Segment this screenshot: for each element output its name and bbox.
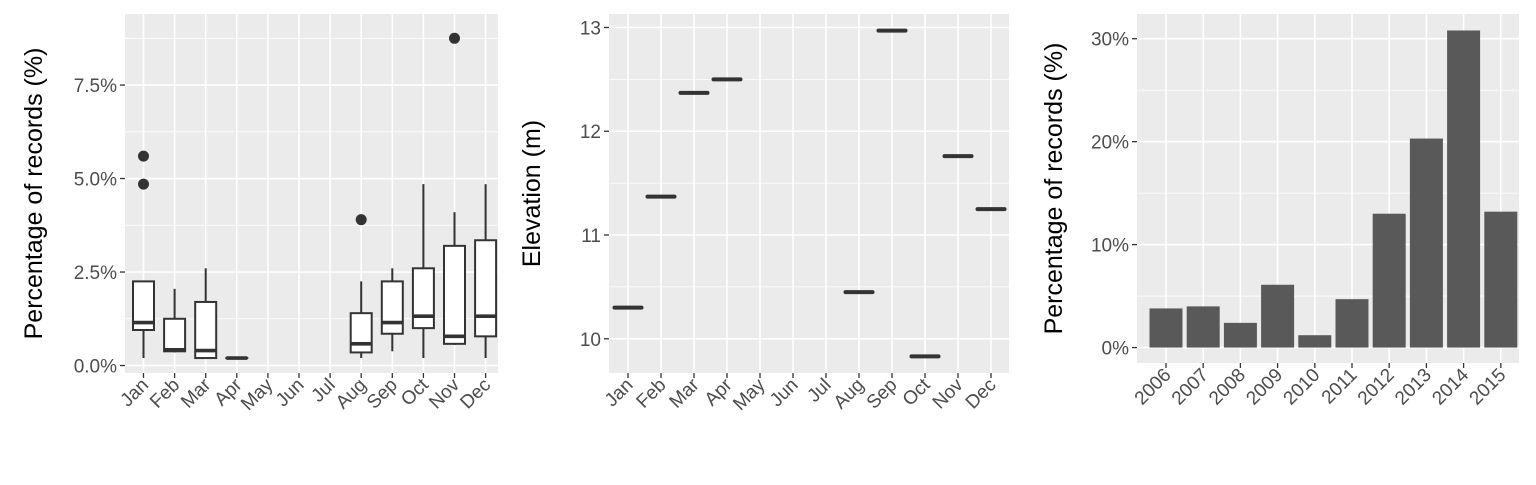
x-tick-label: Nov bbox=[425, 374, 464, 413]
x-tick-label: Oct bbox=[397, 374, 433, 410]
bar-2013 bbox=[1410, 139, 1443, 348]
bar-2011 bbox=[1336, 299, 1369, 347]
x-tick-label: Dec bbox=[456, 375, 495, 414]
box-Feb bbox=[164, 319, 185, 352]
box-Oct bbox=[413, 268, 434, 328]
y-tick-label: 0.0% bbox=[74, 357, 117, 378]
box-Nov bbox=[444, 246, 465, 344]
bar-2015 bbox=[1484, 212, 1517, 348]
outlier-Nov bbox=[449, 33, 460, 44]
y-axis-title: Percentage of records (%) bbox=[20, 48, 48, 340]
y-tick-label: 0% bbox=[1102, 339, 1130, 360]
outlier-Aug bbox=[356, 214, 367, 225]
outlier-Jan bbox=[138, 151, 149, 162]
x-tick-label: Sep bbox=[863, 375, 902, 414]
y-axis-title: Elevation (m) bbox=[518, 120, 546, 267]
x-tick-label: 2006 bbox=[1131, 365, 1176, 410]
x-tick-label: Apr bbox=[701, 374, 737, 410]
y-tick-label: 10% bbox=[1091, 236, 1129, 257]
y-tick-label: 10 bbox=[580, 330, 601, 351]
bar-2012 bbox=[1373, 214, 1406, 348]
y-tick-label: 7.5% bbox=[74, 76, 117, 97]
x-tick-label: May bbox=[237, 374, 278, 415]
x-tick-label: 2010 bbox=[1280, 365, 1325, 410]
y-tick-label: 12 bbox=[580, 122, 601, 143]
y-axis-title: Percentage of records (%) bbox=[1040, 43, 1068, 335]
y-tick-label: 30% bbox=[1091, 30, 1129, 51]
x-tick-label: 2013 bbox=[1391, 365, 1436, 410]
x-tick-label: 2014 bbox=[1428, 364, 1473, 409]
y-tick-label: 11 bbox=[581, 226, 601, 247]
bar-2008 bbox=[1224, 323, 1257, 348]
x-tick-label: 2015 bbox=[1466, 365, 1511, 410]
bar-2009 bbox=[1261, 285, 1294, 348]
x-tick-label: Nov bbox=[929, 374, 968, 413]
y-tick-label: 5.0% bbox=[74, 170, 117, 191]
x-tick-label: Dec bbox=[962, 375, 1001, 414]
x-tick-label: Jan bbox=[117, 375, 154, 412]
x-tick-label: Jul bbox=[804, 375, 836, 407]
x-tick-label: 2012 bbox=[1354, 365, 1399, 410]
x-tick-label: 2008 bbox=[1205, 365, 1250, 410]
y-tick-label: 13 bbox=[580, 18, 601, 39]
bar-2014 bbox=[1447, 30, 1480, 347]
x-tick-label: Mar bbox=[666, 374, 704, 412]
box-Sep bbox=[382, 281, 403, 333]
x-tick-label: Jan bbox=[601, 375, 638, 412]
box-Aug bbox=[351, 313, 372, 352]
box-Dec bbox=[475, 240, 496, 336]
x-tick-label: Sep bbox=[363, 375, 402, 414]
yearly-records-bar-panel: 0%10%20%30%20062007200820092010201120122… bbox=[1040, 14, 1519, 409]
panel-background bbox=[609, 14, 1009, 373]
x-tick-label: Feb bbox=[633, 375, 671, 413]
x-tick-label: Mar bbox=[177, 374, 215, 412]
x-tick-label: Feb bbox=[146, 375, 184, 413]
x-tick-label: 2009 bbox=[1242, 365, 1287, 410]
bar-2006 bbox=[1150, 308, 1183, 347]
x-tick-label: Aug bbox=[332, 375, 371, 414]
x-tick-label: 2007 bbox=[1168, 365, 1213, 410]
y-tick-label: 2.5% bbox=[74, 263, 117, 284]
x-tick-label: Aug bbox=[830, 375, 869, 414]
x-tick-label: Oct bbox=[899, 374, 935, 410]
x-tick-label: May bbox=[729, 374, 770, 415]
x-tick-label: 2011 bbox=[1318, 365, 1362, 409]
bar-2007 bbox=[1187, 306, 1220, 347]
y-tick-label: 20% bbox=[1091, 133, 1129, 154]
x-tick-label: Jun bbox=[766, 375, 803, 412]
bar-2010 bbox=[1298, 335, 1331, 347]
outlier-Jan bbox=[138, 179, 149, 190]
x-tick-label: Jun bbox=[272, 375, 309, 412]
